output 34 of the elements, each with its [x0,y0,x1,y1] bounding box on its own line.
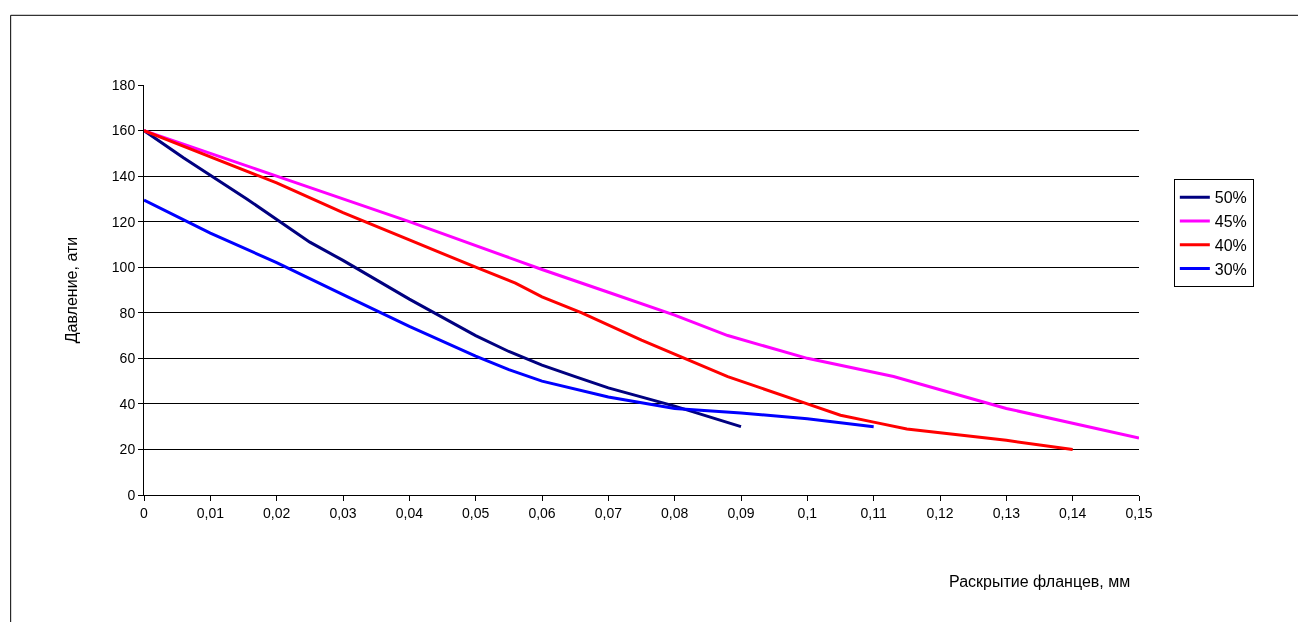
y-tick-label: 80 [119,304,136,321]
x-tick-label: 0 [140,504,149,521]
x-tick-label: 0,03 [329,504,357,521]
y-tick-label: 180 [111,76,136,93]
legend-label: 50% [1214,189,1247,207]
x-tick-label: 0,07 [594,504,623,521]
x-tick-label: 0,02 [263,504,291,521]
x-axis-title: Раскрытие фланцев, мм [949,573,1131,590]
y-tick-label: 120 [111,213,136,230]
x-tick-label: 0,15 [1125,504,1153,521]
x-tick-label: 0,11 [860,504,887,521]
x-tick-label: 0,06 [528,504,556,521]
y-tick-label: 60 [119,350,136,367]
line-series [144,198,876,429]
x-tick-label: 0,05 [462,504,490,521]
x-tick-label: 0,08 [661,504,689,521]
y-tick-label: 0 [127,486,136,503]
legend-label: 45% [1214,213,1247,231]
x-tick-label: 0,1 [797,504,818,521]
legend-label: 40% [1214,237,1247,255]
y-tick-label: 160 [111,122,136,139]
line-series [144,129,743,429]
x-tick-label: 0,13 [992,504,1021,521]
legend-label: 30% [1214,260,1247,278]
x-tick-label: 0,04 [395,504,424,521]
y-axis-title: Давление, ати [62,236,80,344]
x-tick-label: 0,09 [727,504,755,521]
y-tick-label: 100 [111,259,136,276]
x-tick-label: 0,01 [196,504,225,521]
x-tick-label: 0,12 [926,504,954,521]
y-tick-label: 140 [111,168,136,185]
y-tick-label: 40 [119,395,136,412]
y-tick-label: 20 [119,441,136,458]
x-tick-label: 0,14 [1059,504,1087,521]
